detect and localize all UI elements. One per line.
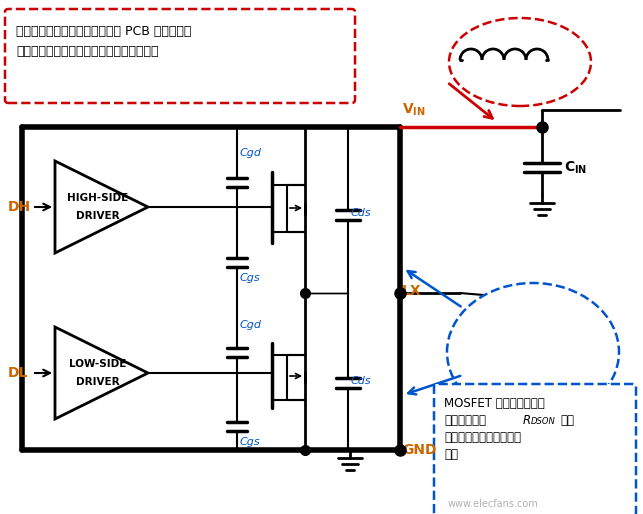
Text: Cds: Cds [351,208,372,218]
FancyBboxPatch shape [5,9,355,103]
Text: LOW-SIDE: LOW-SIDE [69,359,126,369]
Text: HIGH-SIDE: HIGH-SIDE [67,193,128,203]
Text: 成于小阻值（: 成于小阻值（ [444,414,486,427]
Text: www.elecfans.com: www.elecfans.com [448,499,539,509]
FancyBboxPatch shape [434,384,636,514]
Text: 退耦电容到芯片电源引脚之间的 PCB 走线，以及
电源引脚到内部硅片的邦定线相当于电感。: 退耦电容到芯片电源引脚之间的 PCB 走线，以及 电源引脚到内部硅片的邦定线相当… [16,25,192,58]
Text: 容。: 容。 [444,448,458,461]
Text: LX: LX [402,284,422,298]
Text: Cgs: Cgs [240,437,260,447]
Text: DH: DH [8,200,31,214]
Text: Cds: Cds [351,376,372,386]
Ellipse shape [449,18,591,106]
Text: Cgs: Cgs [240,273,260,283]
Text: DRIVER: DRIVER [76,377,120,387]
Text: DRIVER: DRIVER [76,211,120,221]
Text: ）电: ）电 [560,414,574,427]
Text: GND: GND [402,443,437,457]
Text: Cgd: Cgd [240,320,262,330]
Text: $\mathbf{V_{IN}}$: $\mathbf{V_{IN}}$ [402,102,426,118]
Text: DSON: DSON [531,417,556,426]
Text: DL: DL [8,366,28,380]
Text: Cgd: Cgd [240,148,262,158]
Text: MOSFET 在导通时，等效: MOSFET 在导通时，等效 [444,397,545,410]
Text: 阻，在截止时，等效成电: 阻，在截止时，等效成电 [444,431,521,444]
Text: R: R [523,414,531,427]
Text: $\mathbf{C_{IN}}$: $\mathbf{C_{IN}}$ [564,160,587,176]
Ellipse shape [447,283,619,421]
